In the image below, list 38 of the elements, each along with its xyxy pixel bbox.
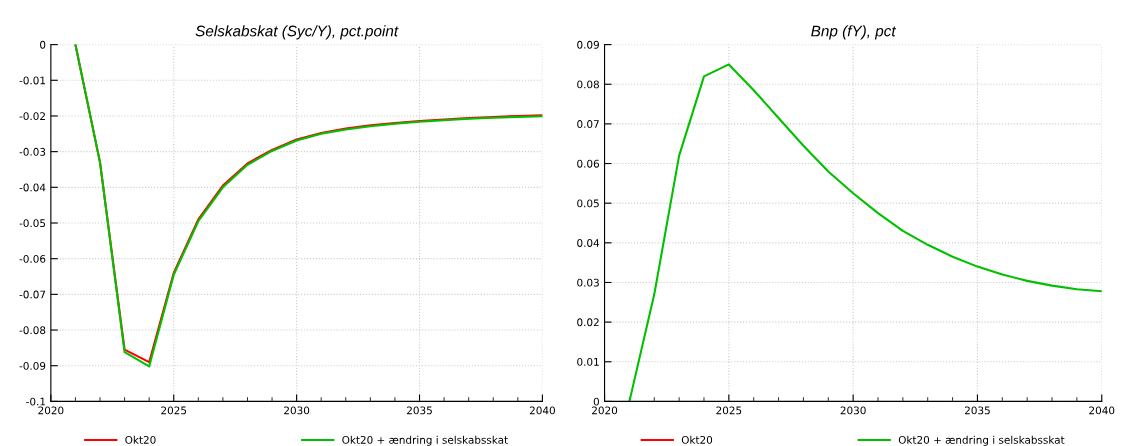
y-tick-label: -0.02 [19,112,45,121]
y-tick-label: 0 [40,40,46,49]
y-tick-label: 0.03 [577,278,599,287]
x-tick-label: 2040 [1089,406,1115,415]
y-tick-label: -0.05 [19,219,46,228]
y-tick-label: 0.08 [577,80,599,89]
legend-label: Okt20 [681,435,713,444]
y-tick-label: 0.07 [577,120,599,128]
legend-label: Okt20 + ændring i selskabsskat [342,435,508,446]
x-tick-label: 2035 [407,406,432,415]
legend-label: Okt20 [125,435,156,444]
chart-title: Selskabskat (Syc/Y), pct.point [195,25,399,40]
y-tick-label: -0.01 [19,76,46,85]
line-series [628,63,1102,402]
y-tick-label: -0.09 [19,361,46,370]
y-tick-label: -0.07 [19,290,46,299]
x-tick-label: 2025 [716,406,742,415]
y-tick-label: -0.06 [19,254,46,263]
y-tick-label: 0.09 [577,40,599,49]
chart-title: Bnp (fY), pct [811,25,897,40]
legend-label: Okt20 + ændring i selskabsskat [898,435,1065,446]
x-tick-label: 2020 [38,406,64,415]
y-tick-label: 0.04 [577,239,600,247]
y-tick-label: 0.02 [577,318,599,327]
x-tick-label: 2025 [161,406,187,415]
y-tick-label: -0.08 [19,326,46,335]
x-tick-label: 2030 [840,406,866,415]
y-tick-label: 0.05 [577,199,599,208]
y-tick-label: 0 [593,397,599,406]
y-tick-label: -0.04 [19,183,46,192]
x-tick-label: 2040 [529,406,555,415]
y-tick-label: -0.1 [26,397,46,406]
x-tick-label: 2020 [592,406,618,415]
y-tick-label: 0.06 [577,159,600,168]
y-tick-label: 0.01 [577,357,599,366]
x-tick-label: 2030 [284,406,310,415]
y-tick-label: -0.03 [19,147,46,156]
x-tick-label: 2035 [964,406,990,415]
